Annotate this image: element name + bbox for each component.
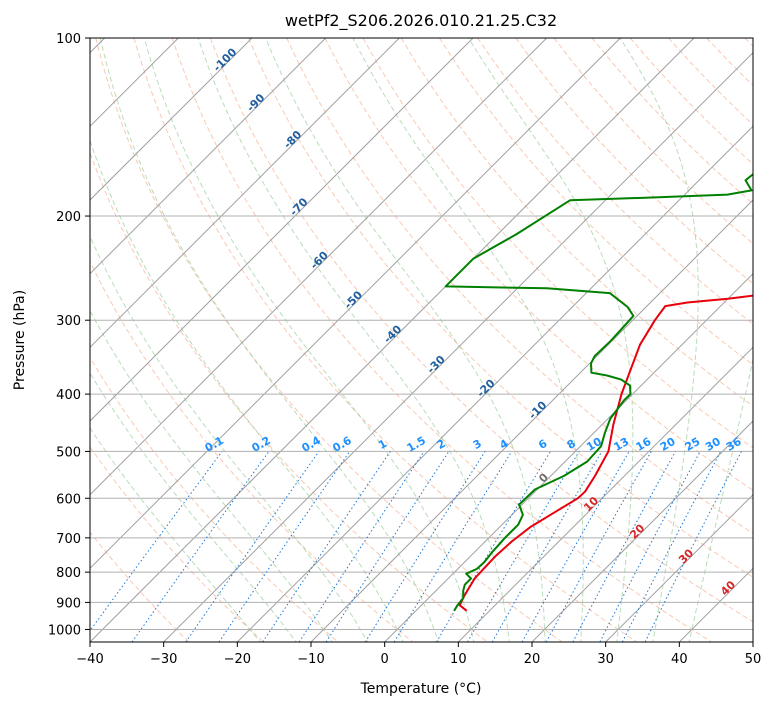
isotherm [678,567,753,642]
isotherm-label: 30 [676,546,696,566]
dry-adiabat [744,38,753,47]
isotherm [531,420,753,642]
x-tick-label: −40 [76,652,103,667]
mixing-ratio-line [364,451,486,642]
isotherm-label: -40 [381,322,404,345]
moist-adiabat [90,235,369,642]
chart-title: wetPf2_S206.2026.010.21.25.C32 [285,11,557,31]
isotherm-label: -50 [342,288,365,311]
isotherm [90,38,327,275]
y-tick-label: 700 [56,532,81,547]
y-tick-label: 200 [56,210,81,225]
moist-adiabat [197,38,510,642]
x-tick-label: −10 [297,652,324,667]
moist-adiabat [90,372,297,642]
isotherm [310,199,753,642]
x-tick-label: 10 [450,652,467,667]
mixing-ratio-line [218,451,351,642]
y-tick-label: 100 [56,32,81,47]
moist-adiabat [90,139,404,642]
isotherm [163,51,753,642]
mixing-ratio-line [435,451,552,642]
dry-adiabat [209,38,753,623]
dry-adiabat [553,38,753,245]
isotherm-label: -10 [526,398,549,421]
dry-adiabat [515,38,753,285]
x-axis-label: Temperature (°C) [360,681,482,697]
isotherm [90,38,253,201]
mixing-ratio-line [545,451,652,642]
y-tick-label: 800 [56,566,81,581]
mixing-ratio-line [644,451,742,642]
mixing-ratio-line [325,451,450,642]
y-tick-label: 300 [56,314,81,329]
dry-adiabat [362,38,753,449]
y-tick-label: 1000 [48,623,81,638]
mixing-ratio-line [90,451,223,632]
isotherm [384,272,753,642]
x-tick-label: 0 [381,652,389,667]
y-tick-label: 900 [56,596,81,611]
y-tick-label: 600 [56,492,81,507]
isotherm-label: -30 [425,353,448,376]
isotherm [457,346,753,642]
isotherm-label: 40 [718,578,738,598]
x-tick-label: 20 [524,652,541,667]
isotherm [90,38,695,642]
x-tick-label: 40 [671,652,688,667]
dewpoint-profile [444,172,753,612]
mixing-ratio-line [467,451,580,642]
mixing-ratio-line [262,451,391,642]
mixing-ratio-line [298,451,425,642]
mixing-ratio-line [393,451,513,642]
dry-adiabat [90,151,489,642]
mixing-ratio-line [572,451,676,642]
dry-adiabat [171,38,713,642]
isotherm [90,38,548,496]
isotherm [752,641,753,642]
moist-adiabat [468,38,634,642]
x-tick-label: −20 [224,652,251,667]
mixing-ratio-line [185,451,320,642]
mixing-ratio-line [521,451,630,642]
mixing-ratio-line [599,451,701,642]
temperature-profile [458,294,753,612]
mixing-ratio-label: 6 [536,437,549,452]
dry-adiabat [90,356,339,642]
isotherm [90,38,474,422]
isotherm-label: 20 [627,521,647,541]
plot-frame [89,37,754,643]
dry-adiabat [286,38,753,535]
dry-adiabat [324,38,753,491]
mixing-ratio-line [131,451,270,642]
x-tick-label: 30 [597,652,614,667]
moist-adiabat [688,356,753,642]
isotherm-label: 10 [581,494,601,514]
moist-adiabat [90,309,333,642]
dry-adiabat [90,445,265,642]
mixing-ratio-line [621,451,722,642]
x-tick-label: −30 [150,652,177,667]
isotherm [90,38,400,349]
isotherm-label: -80 [281,128,304,151]
y-tick-label: 500 [56,445,81,460]
mixing-ratio-label: 1 [376,437,389,452]
isotherm [605,493,753,642]
isotherm-label: -90 [244,91,267,114]
x-tick-label: 50 [745,652,762,667]
moist-adiabat [90,427,261,642]
dry-adiabat [438,38,753,366]
dry-adiabat [248,38,753,578]
y-tick-label: 400 [56,388,81,403]
mixing-ratio-label: 3 [471,437,484,452]
isotherm [90,38,621,570]
isotherm [236,125,753,642]
y-axis-label: Pressure (hPa) [12,290,28,390]
